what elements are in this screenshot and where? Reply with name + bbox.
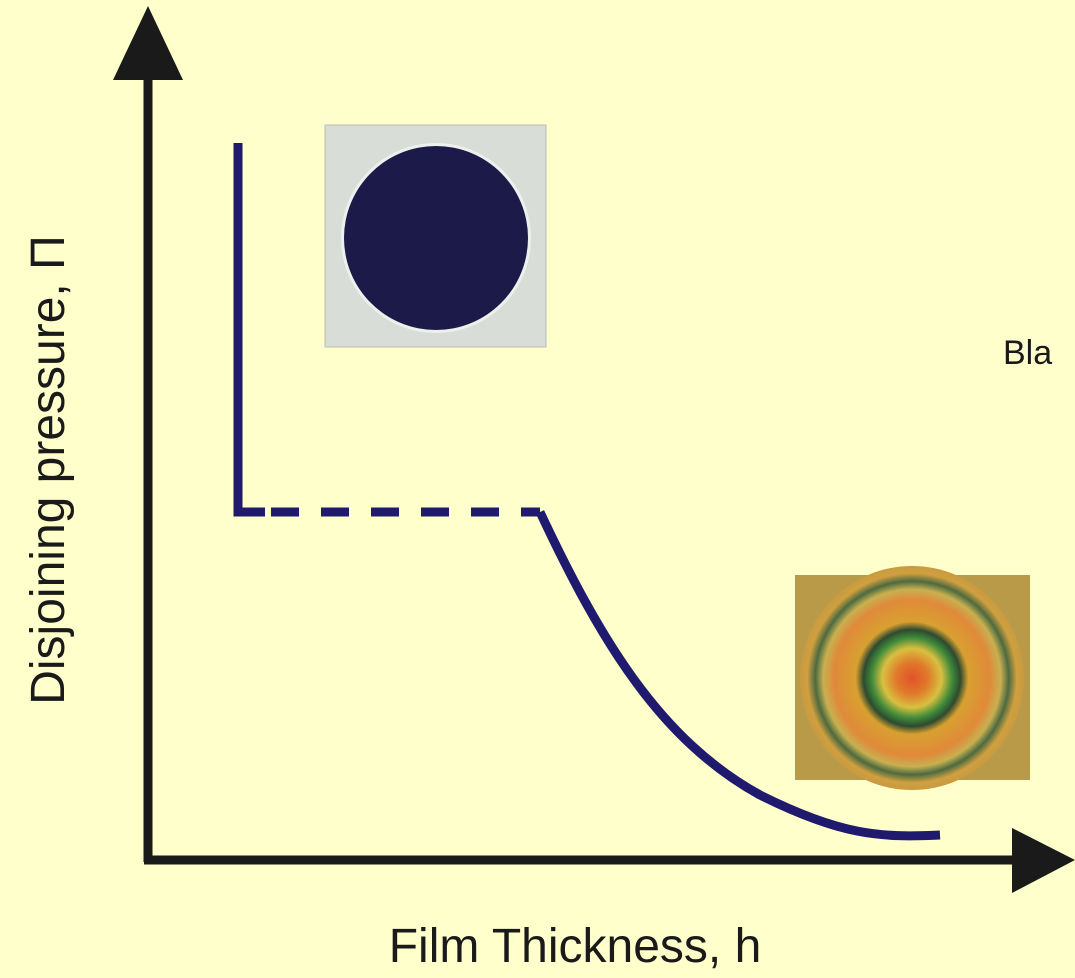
annotation: Bla — [1003, 334, 1052, 372]
x-axis-label: Film Thickness, h — [389, 920, 762, 973]
interference-rings — [800, 566, 1024, 790]
page: Disjoining pressure, Π Film Thickness, h… — [0, 0, 1075, 978]
y-axis-label: Disjoining pressure, Π — [22, 235, 75, 705]
black-film — [344, 146, 528, 330]
diagram: Disjoining pressure, Π Film Thickness, h… — [0, 0, 1075, 978]
